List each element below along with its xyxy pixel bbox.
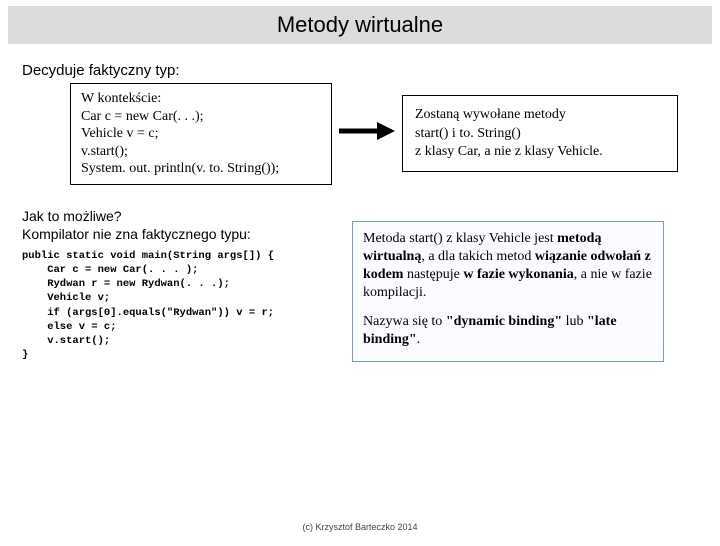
code-block: public static void main(String args[]) {…	[22, 249, 352, 362]
t: Metoda start() z klasy Vehicle jest	[363, 231, 557, 246]
expl-para-1: Metoda start() z klasy Vehicle jest meto…	[363, 230, 653, 303]
t: , a dla takich metod	[421, 249, 535, 264]
t: .	[417, 332, 421, 347]
subtitle: Decyduje faktyczny typ:	[22, 62, 720, 79]
page-title: Metody wirtualne	[277, 12, 443, 37]
res-line: z klasy Car, a nie z klasy Vehicle.	[415, 143, 665, 161]
t-bold: "dynamic binding"	[446, 314, 562, 329]
result-box: Zostaną wywołane metody start() i to. St…	[402, 95, 678, 172]
row-code-expl: public static void main(String args[]) {…	[0, 249, 720, 362]
ctx-line: System. out. println(v. to. String());	[81, 160, 321, 178]
context-box: W kontekście: Car c = new Car(. . .); Ve…	[70, 83, 332, 185]
ctx-line: Vehicle v = c;	[81, 125, 321, 143]
res-line: start() i to. String()	[415, 125, 665, 143]
res-line: Zostaną wywołane metody	[415, 106, 665, 124]
t: następuje	[403, 267, 463, 282]
row-context: W kontekście: Car c = new Car(. . .); Ve…	[0, 83, 720, 185]
title-bar: Metody wirtualne	[8, 6, 712, 44]
footer-copyright: (c) Krzysztof Barteczko 2014	[0, 522, 720, 532]
ctx-line: W kontekście:	[81, 90, 321, 108]
t-bold: w fazie wykonania	[463, 267, 573, 282]
t: lub	[562, 314, 587, 329]
t: Nazywa się to	[363, 314, 446, 329]
arrow-icon	[332, 118, 402, 149]
ctx-line: Car c = new Car(. . .);	[81, 108, 321, 126]
explanation-box: Metoda start() z klasy Vehicle jest meto…	[352, 221, 664, 362]
ctx-line: v.start();	[81, 143, 321, 161]
expl-para-2: Nazywa się to "dynamic binding" lub "lat…	[363, 313, 653, 349]
